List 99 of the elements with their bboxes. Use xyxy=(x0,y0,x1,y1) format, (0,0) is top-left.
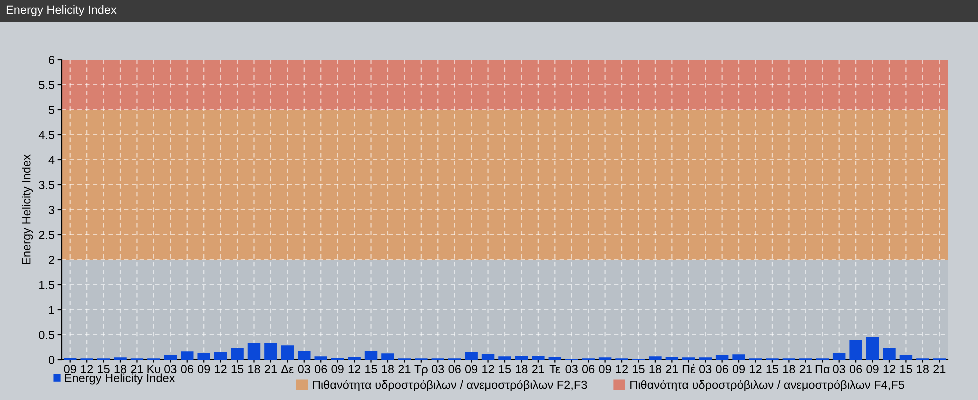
x-tick-label: Πέ xyxy=(682,364,696,374)
x-tick-label: 21 xyxy=(398,365,411,374)
y-tick-label: 4 xyxy=(48,156,55,164)
legend-label: Energy Helicity Index xyxy=(65,374,176,385)
x-tick-label: 09 xyxy=(64,365,76,374)
bar xyxy=(231,348,244,360)
y-tick-label: 4.5 xyxy=(38,131,55,140)
x-tick-label: 15 xyxy=(766,365,779,374)
x-tick-label: Πα xyxy=(816,365,830,374)
legend-label: Πιθανότητα υδροστρόβιλων / ανεμοστρόβιλων F4,F5 xyxy=(630,380,904,392)
x-tick-label: 15 xyxy=(232,365,244,374)
x-tick-label: 18 xyxy=(114,365,127,374)
x-tick-label: 12 xyxy=(482,365,494,374)
bar xyxy=(164,355,178,360)
x-tick-label: 09 xyxy=(866,365,879,374)
x-tick-label: Κυ xyxy=(148,365,161,374)
bar xyxy=(666,357,679,360)
x-tick-label: 03 xyxy=(700,365,712,374)
x-tick-label: 21 xyxy=(666,365,678,374)
bar xyxy=(248,343,261,360)
y-tick-label: 2.5 xyxy=(39,231,55,240)
y-axis-title: Energy Helicity Index xyxy=(22,154,34,264)
y-tick-label: 5 xyxy=(48,106,55,114)
bar xyxy=(364,351,378,360)
bar xyxy=(732,354,746,360)
x-tick-label: 06 xyxy=(181,365,194,374)
x-tick-label: 12 xyxy=(884,365,896,374)
y-tick-label: 0.5 xyxy=(39,331,55,340)
x-tick-label: Τρ xyxy=(414,365,428,376)
x-tick-label: 03 xyxy=(298,365,310,374)
x-tick-label: 03 xyxy=(566,365,578,374)
bar xyxy=(348,357,361,360)
y-tick-label: 5.5 xyxy=(39,81,55,90)
x-tick-label: 12 xyxy=(81,365,94,374)
bar xyxy=(515,356,528,360)
bar xyxy=(314,356,328,360)
x-tick-label: 09 xyxy=(332,365,344,374)
bar xyxy=(716,355,729,360)
x-tick-label: 15 xyxy=(900,365,912,374)
x-tick-label: 15 xyxy=(633,365,645,374)
x-tick-label: 18 xyxy=(248,365,260,374)
x-tick-label: 09 xyxy=(465,365,478,374)
bar xyxy=(298,351,311,360)
x-tick-label: 09 xyxy=(732,365,746,374)
x-tick-label: 09 xyxy=(198,365,210,374)
x-tick-label: 21 xyxy=(264,365,277,374)
bar xyxy=(532,356,545,360)
bar xyxy=(850,340,862,360)
x-tick-label: 18 xyxy=(382,365,394,374)
x-tick-label: 06 xyxy=(448,365,461,374)
x-tick-label: 06 xyxy=(716,365,728,374)
x-tick-label: 12 xyxy=(750,365,762,374)
x-tick-label: 21 xyxy=(532,365,544,374)
x-tick-label: 15 xyxy=(499,365,512,374)
x-tick-label: 18 xyxy=(650,365,662,374)
y-tick-label: 0 xyxy=(48,356,55,364)
x-tick-label: 03 xyxy=(833,365,846,374)
x-tick-label: 21 xyxy=(131,365,144,374)
x-tick-label: Δε xyxy=(281,365,294,374)
x-tick-label: 21 xyxy=(800,365,812,374)
x-tick-label: 06 xyxy=(582,365,595,374)
bar xyxy=(382,354,394,360)
x-tick-label: 12 xyxy=(215,365,227,374)
x-tick-label: 06 xyxy=(850,365,862,374)
x-tick-label: Τε xyxy=(550,365,561,374)
y-tick-label: 1.5 xyxy=(40,281,55,290)
bar xyxy=(198,353,210,360)
y-tick-label: 1 xyxy=(49,306,54,314)
x-tick-label: 21 xyxy=(934,365,946,374)
y-tick-label: 2 xyxy=(49,256,54,264)
bar xyxy=(482,354,495,360)
y-tick-label: 3 xyxy=(48,206,55,214)
x-tick-label: 03 xyxy=(432,365,444,374)
y-tick-label: 6 xyxy=(49,56,55,64)
x-tick-label: 15 xyxy=(98,365,110,374)
x-tick-label: 03 xyxy=(164,365,177,374)
bar xyxy=(281,346,294,360)
x-tick-label: 18 xyxy=(784,365,796,374)
bar xyxy=(866,337,880,360)
x-tick-label: 06 xyxy=(315,365,328,374)
bar xyxy=(649,356,662,360)
x-tick-label: 12 xyxy=(616,365,628,374)
x-tick-label: 15 xyxy=(366,365,378,374)
bar xyxy=(181,352,194,360)
x-tick-label: 18 xyxy=(516,365,528,374)
bar xyxy=(832,353,846,360)
x-tick-label: 18 xyxy=(917,365,929,374)
bar xyxy=(548,357,562,360)
bar xyxy=(264,343,278,360)
x-tick-label: 12 xyxy=(348,365,361,374)
chart-title: Energy Helicity Index xyxy=(6,6,117,16)
x-tick-label: 09 xyxy=(599,365,612,374)
bar xyxy=(883,348,896,360)
legend-label: Πιθανότητα υδροστρόβιλων / ανεμοστρόβιλων F2,F3 xyxy=(313,380,588,392)
bar xyxy=(465,352,478,360)
y-tick-label: 3.5 xyxy=(39,181,55,190)
bar xyxy=(498,356,512,360)
bar xyxy=(214,352,228,360)
bar xyxy=(900,355,913,360)
